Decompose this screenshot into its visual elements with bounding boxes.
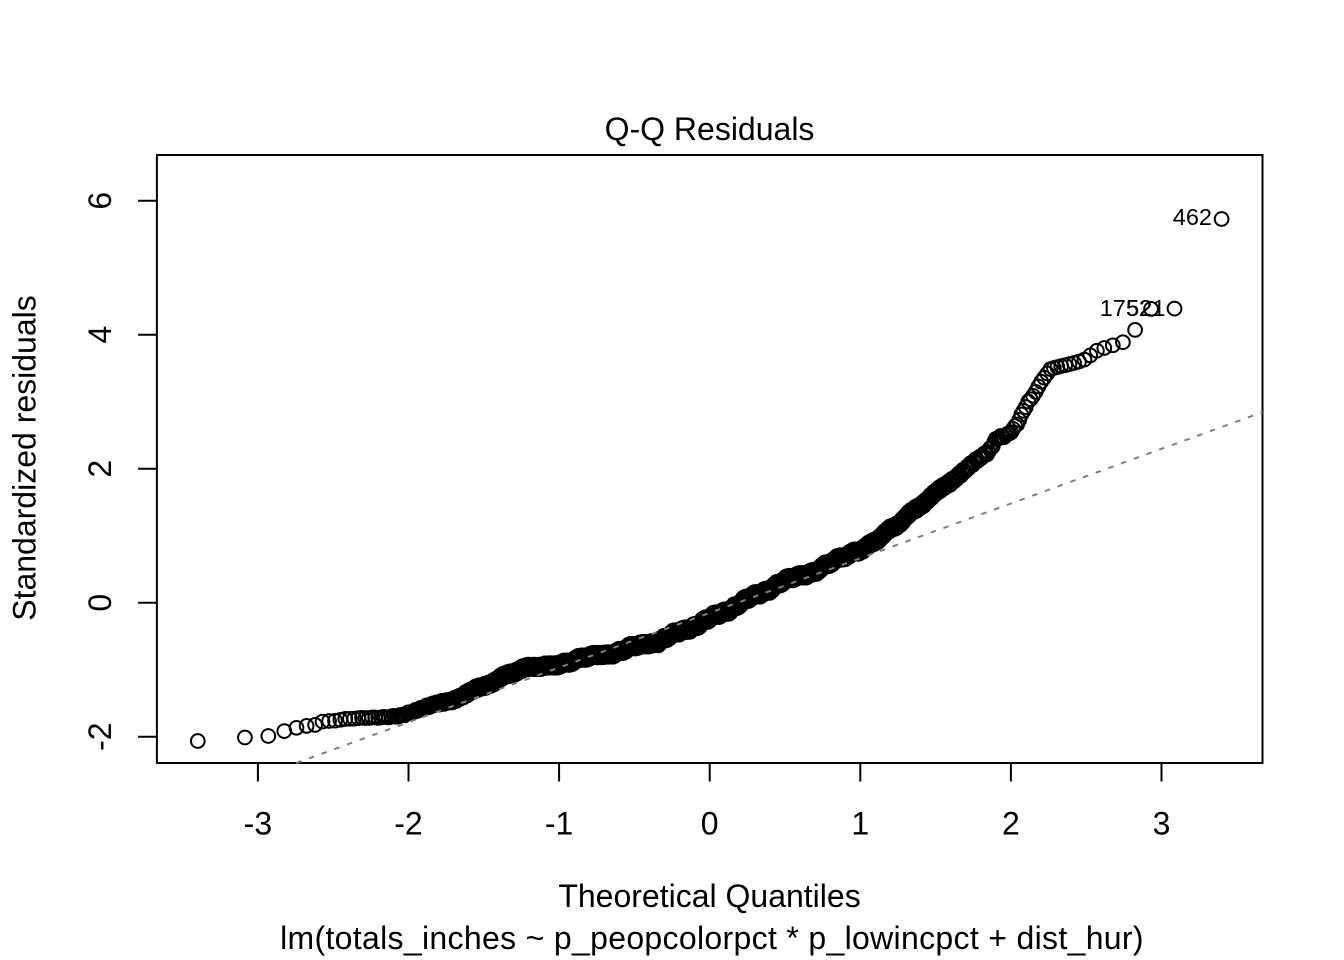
svg-text:4: 4 <box>82 326 118 344</box>
svg-text:6: 6 <box>82 192 118 210</box>
svg-text:0: 0 <box>82 594 118 612</box>
svg-text:-2: -2 <box>82 722 118 750</box>
svg-text:521: 521 <box>1126 295 1165 321</box>
svg-text:1: 1 <box>851 806 869 842</box>
svg-text:Standardized residuals: Standardized residuals <box>7 295 43 621</box>
svg-text:462: 462 <box>1173 204 1212 230</box>
svg-text:2: 2 <box>1002 806 1020 842</box>
svg-text:-2: -2 <box>394 806 422 842</box>
svg-text:Q-Q Residuals: Q-Q Residuals <box>605 111 815 147</box>
svg-text:0: 0 <box>701 806 719 842</box>
svg-text:3: 3 <box>1153 806 1171 842</box>
svg-text:2: 2 <box>82 460 118 478</box>
svg-text:-3: -3 <box>244 806 272 842</box>
svg-text:-1: -1 <box>545 806 573 842</box>
svg-text:1752: 1752 <box>1100 295 1152 321</box>
svg-text:Theoretical Quantiles: Theoretical Quantiles <box>558 878 860 914</box>
svg-text:lm(totals_inches ~ p_peopcolor: lm(totals_inches ~ p_peopcolorpct * p_lo… <box>280 920 1144 956</box>
